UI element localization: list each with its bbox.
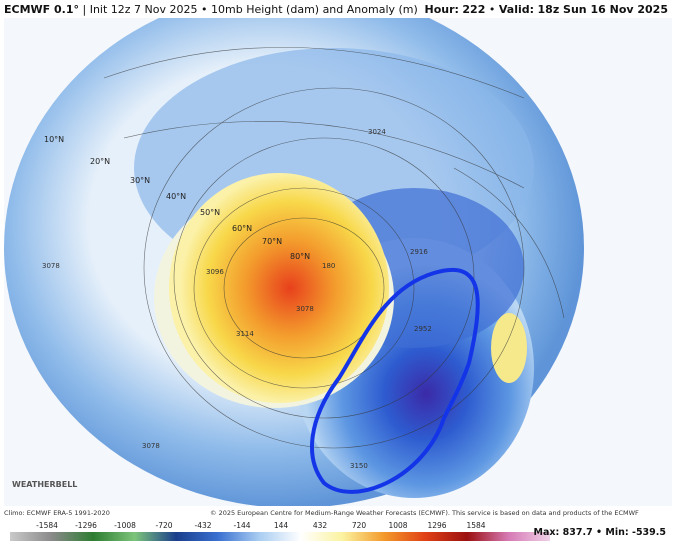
watermark: WEATHERBELL <box>12 480 78 489</box>
colorbar-tick: -1296 <box>75 521 97 530</box>
valid: 18z Sun 16 Nov 2025 <box>537 3 668 16</box>
contour-label: 2952 <box>414 325 432 333</box>
copyright: © 2025 European Centre for Medium-Range … <box>210 509 639 517</box>
colorbar-tick: -144 <box>233 521 251 530</box>
colorbar-tick: -432 <box>194 521 212 530</box>
product: 10mb Height (dam) and Anomaly (m) <box>211 3 418 16</box>
lat-label: 30°N <box>130 176 151 185</box>
max-min: Max: 837.7 • Min: -539.5 <box>533 527 666 538</box>
colorbar-tick: 144 <box>273 521 289 530</box>
contour-label: 3096 <box>206 268 224 276</box>
contour-label: 3150 <box>350 462 368 470</box>
valid-label: Valid: <box>498 3 535 16</box>
min-label: Min: <box>605 527 629 538</box>
contour-label: 3078 <box>296 305 314 313</box>
colorbar-tick: 1584 <box>466 521 486 530</box>
lat-label: 50°N <box>200 208 221 217</box>
contour-label: 3024 <box>368 128 386 136</box>
colorbar <box>10 532 550 541</box>
colorbar-tick: 1296 <box>427 521 447 530</box>
lat-label: 40°N <box>166 192 187 201</box>
lat-label: 60°N <box>232 224 253 233</box>
model: ECMWF 0.1° <box>4 3 79 16</box>
colorbar-tick: 1008 <box>388 521 408 530</box>
header-left: ECMWF 0.1° | Init 12z 7 Nov 2025 • 10mb … <box>4 3 418 16</box>
contour-label: 3078 <box>42 262 60 270</box>
lat-label: 20°N <box>90 157 111 166</box>
lat-label: 80°N <box>290 252 311 261</box>
colorbar-tick: 432 <box>312 521 328 530</box>
lat-label: 10°N <box>44 135 65 144</box>
contour-label: 3114 <box>236 330 254 338</box>
map <box>4 18 672 506</box>
colorbar-tick: 720 <box>351 521 367 530</box>
min: -539.5 <box>632 527 666 538</box>
climo: Climo: ECMWF ERA-5 1991-2020 <box>4 509 110 517</box>
hour: 222 <box>462 3 486 16</box>
header-right: Hour: 222 • Valid: 18z Sun 16 Nov 2025 <box>424 3 668 16</box>
colorbar-tick: -1584 <box>36 521 58 530</box>
hour-label: Hour: <box>424 3 459 16</box>
contour-label: 3078 <box>142 442 160 450</box>
max-label: Max: <box>533 527 560 538</box>
max: 837.7 <box>562 527 593 538</box>
init: Init 12z 7 Nov 2025 <box>89 3 198 16</box>
colorbar-tick: -1008 <box>114 521 136 530</box>
contour-label: 2916 <box>410 248 428 256</box>
colorbar-tick: -720 <box>155 521 173 530</box>
lat-label: 70°N <box>262 237 283 246</box>
contour-label: 180 <box>322 262 336 270</box>
